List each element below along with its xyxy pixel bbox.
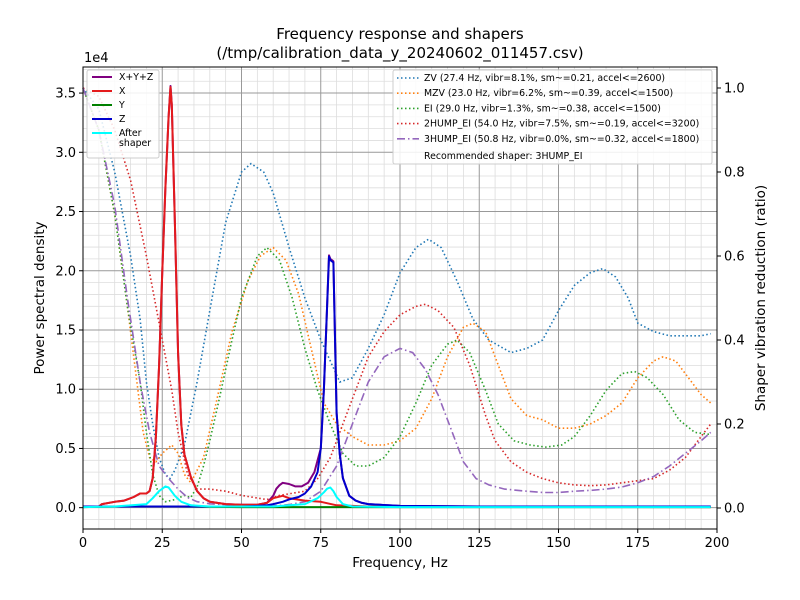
x-tick-label: 200 [705, 536, 730, 551]
y-right-axis-label: Shaper vibration reduction (ratio) [753, 185, 769, 411]
shaper-legend-label: ZV (27.4 Hz, vibr=8.1%, sm~=0.21, accel<… [424, 73, 665, 84]
shaper-line-mzv [82, 87, 712, 485]
y-offset-text: 1e4 [84, 51, 109, 66]
shaper-legend-box [392, 69, 713, 165]
shaper-curves [82, 87, 712, 507]
y-right-tick-label: 1.0 [724, 82, 745, 97]
chart-title-line-1: Frequency response and shapers [276, 25, 524, 43]
psd-legend-label: X+Y+Z [119, 72, 153, 83]
y-tick-label: 0.0 [55, 501, 76, 516]
psd-legend-label: Y [118, 100, 125, 111]
shaper-line-ei [82, 87, 711, 503]
x-tick-label: 75 [312, 536, 329, 551]
psd-legend-label: After [119, 128, 142, 139]
x-tick-label: 125 [467, 536, 492, 551]
y-tick-label: 2.0 [55, 264, 76, 279]
shaper-legend-label: 2HUMP_EI (54.0 Hz, vibr=7.5%, sm~=0.19, … [424, 119, 699, 130]
psd-legend-label: Z [119, 114, 125, 125]
psd-line-after-shaper [82, 485, 711, 509]
y-tick-label: 0.5 [55, 442, 76, 457]
y-axis-label: Power spectral density [32, 221, 48, 374]
x-tick-label: 50 [233, 536, 250, 551]
psd-legend-label: X [119, 86, 126, 97]
x-axis-label: Frequency, Hz [352, 555, 448, 571]
y-tick-label: 3.0 [55, 146, 76, 161]
y-right-tick-label: 0.6 [724, 250, 745, 265]
y-tick-label: 3.5 [55, 87, 76, 102]
x-tick-label: 175 [625, 536, 650, 551]
shaper-legend-label: 3HUMP_EI (50.8 Hz, vibr=0.0%, sm~=0.32, … [424, 134, 699, 145]
x-tick-label: 150 [546, 536, 571, 551]
shaper-legend-label: MZV (23.0 Hz, vibr=6.2%, sm~=0.39, accel… [424, 88, 673, 99]
psd-curves [82, 85, 711, 509]
shaper-legend: ZV (27.4 Hz, vibr=8.1%, sm~=0.21, accel<… [392, 69, 713, 165]
y-tick-label: 1.5 [55, 323, 76, 338]
y-right-tick-label: 0.4 [724, 334, 745, 349]
y-right-tick-label: 0.8 [724, 166, 745, 181]
x-tick-label: 100 [388, 536, 413, 551]
y-right-tick-label: 0.2 [724, 418, 745, 433]
x-tick-label: 25 [154, 536, 171, 551]
recommended-shaper-text: Recommended shaper: 3HUMP_EI [424, 151, 583, 162]
shaper-line-3hump-ei [82, 87, 712, 507]
shaper-line-zv [82, 87, 711, 480]
psd-line-x [83, 86, 711, 509]
shaper-legend-items: ZV (27.4 Hz, vibr=8.1%, sm~=0.21, accel<… [397, 73, 699, 145]
chart-title-line-2: (/tmp/calibration_data_y_20240602_011457… [216, 44, 583, 63]
psd-legend-label: shaper [119, 138, 151, 149]
axis-ticks: 0 25 50 75 100 125 150 175 200 0.0 0.5 1.0 1.5 2.0 2.5… [55, 82, 744, 552]
shaper-legend-label: EI (29.0 Hz, vibr=1.3%, sm~=0.38, accel<… [424, 103, 661, 114]
y-tick-label: 2.5 [55, 205, 76, 220]
y-right-tick-label: 0.0 [724, 502, 745, 517]
grid [82, 67, 718, 529]
y-tick-label: 1.0 [55, 383, 76, 398]
psd-line-z [83, 255, 711, 508]
x-tick-label: 0 [79, 536, 87, 551]
